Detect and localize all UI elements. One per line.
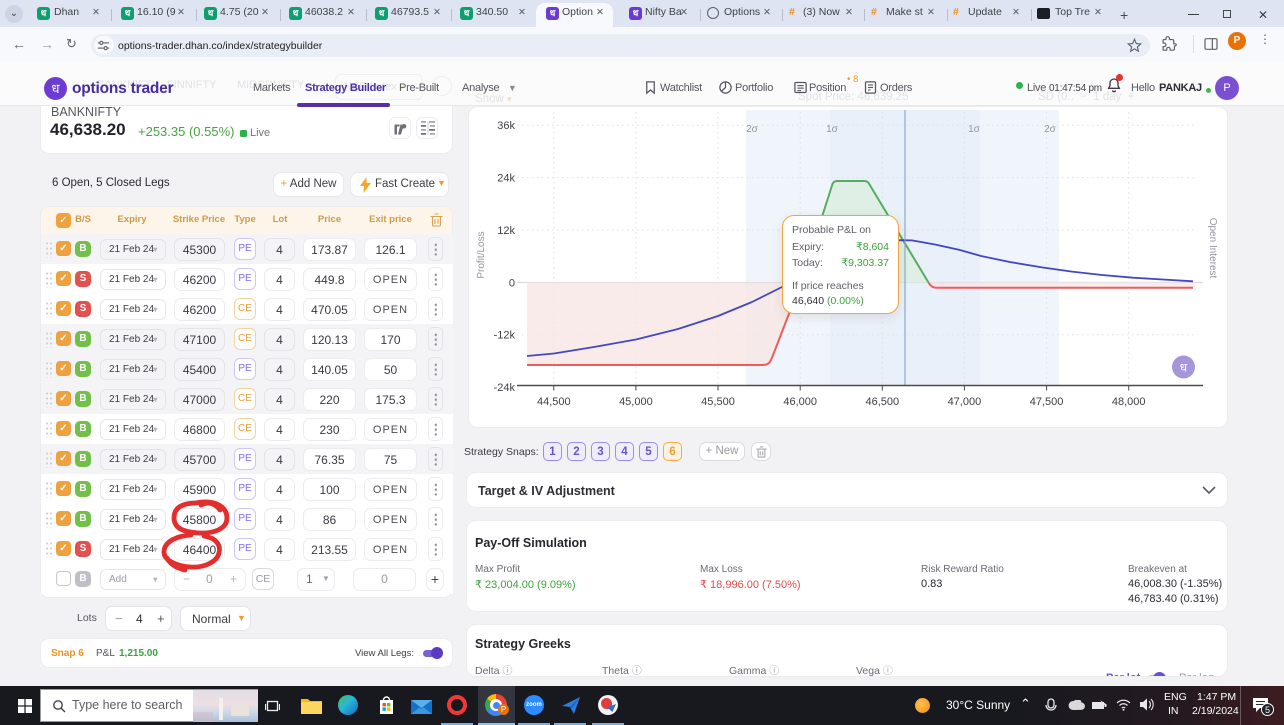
- svg-text:12k: 12k: [497, 225, 515, 237]
- svg-text:44,500: 44,500: [537, 396, 571, 408]
- svg-text:Profit/Loss: Profit/Loss: [476, 231, 487, 278]
- svg-text:1σ: 1σ: [968, 124, 981, 135]
- svg-text:-12k: -12k: [494, 330, 516, 342]
- svg-text:24k: 24k: [497, 173, 515, 185]
- svg-text:45,000: 45,000: [619, 396, 653, 408]
- svg-text:46,500: 46,500: [865, 396, 899, 408]
- svg-text:-24k: -24k: [494, 382, 516, 394]
- svg-text:0: 0: [509, 277, 515, 289]
- svg-text:Open Interest: Open Interest: [1207, 218, 1218, 279]
- svg-text:45,500: 45,500: [701, 396, 735, 408]
- svg-text:47,500: 47,500: [1030, 396, 1064, 408]
- svg-text:2σ: 2σ: [746, 124, 759, 135]
- svg-text:1σ: 1σ: [826, 124, 839, 135]
- svg-text:ध: ध: [1180, 361, 1188, 375]
- svg-text:47,000: 47,000: [948, 396, 982, 408]
- svg-text:46,000: 46,000: [783, 396, 817, 408]
- svg-text:36k: 36k: [497, 120, 515, 132]
- svg-text:2σ: 2σ: [1044, 124, 1057, 135]
- svg-text:48,000: 48,000: [1112, 396, 1146, 408]
